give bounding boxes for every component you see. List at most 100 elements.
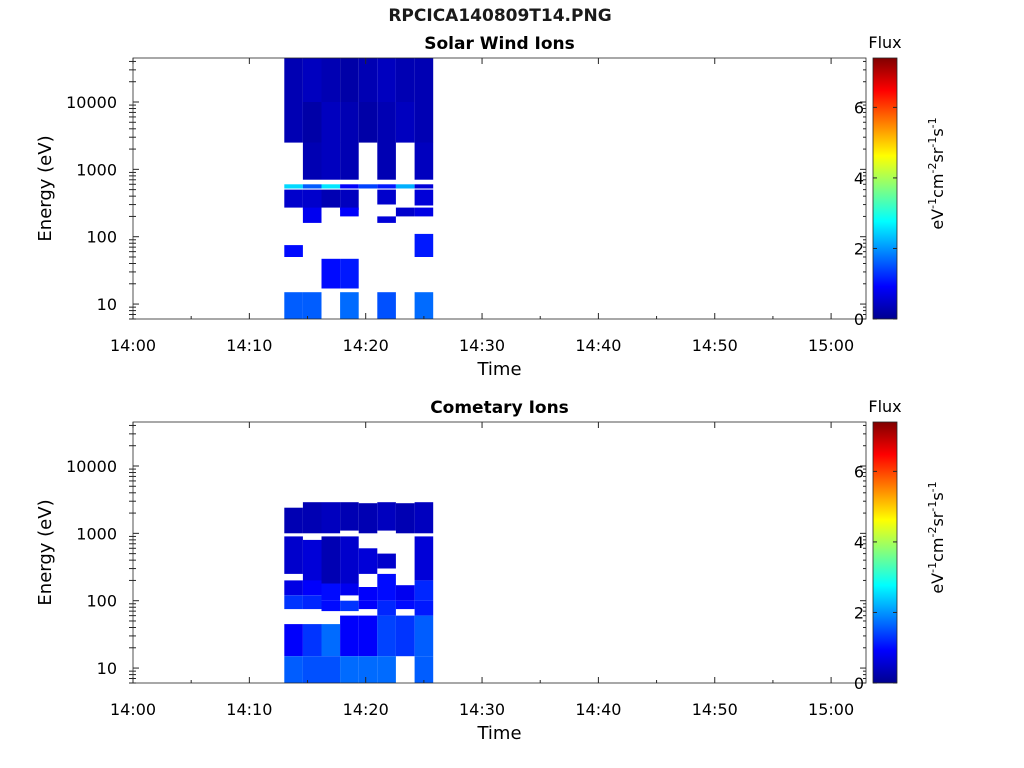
colorbar-units-part: s — [928, 128, 947, 136]
colorbar-tick-label: 4 — [854, 533, 864, 552]
colorbar — [872, 57, 898, 320]
colorbar-units-part: sr — [928, 511, 947, 526]
heatmap-cell — [321, 656, 341, 683]
heatmap-cell — [358, 587, 378, 601]
colorbar-units-part: -1 — [926, 137, 939, 148]
heatmap-cell — [340, 615, 359, 657]
x-tick-label: 14:10 — [226, 700, 272, 719]
colorbar-units-part: -1 — [926, 501, 939, 512]
heatmap-cell — [377, 553, 396, 569]
heatmap-cell — [321, 536, 341, 584]
heatmap-cell — [358, 503, 378, 534]
heatmap-cell — [377, 502, 396, 531]
heatmap-cell — [284, 245, 303, 257]
heatmap-cell — [321, 102, 341, 143]
heatmap-cell — [358, 656, 378, 683]
heatmap-cell — [302, 624, 322, 657]
colorbar — [872, 421, 898, 684]
heatmap-cell — [395, 600, 415, 610]
x-tick-label: 14:40 — [575, 700, 621, 719]
heatmap-cell — [321, 258, 341, 289]
colorbar-units-part: s — [928, 492, 947, 500]
heatmap-cell — [284, 189, 303, 208]
heatmap-cell — [340, 583, 359, 596]
heatmap-cell — [414, 233, 434, 257]
x-tick-label: 15:00 — [808, 700, 854, 719]
panel-cometary-ions: Cometary Ions 14:00 14:10 14:20 14:30 14:40 14… — [35, 397, 947, 744]
heatmap-cell — [340, 258, 359, 289]
heatmap-cell — [414, 102, 434, 143]
plot-frame — [132, 57, 867, 320]
heatmap-cell — [321, 583, 341, 601]
plot-frame — [132, 421, 867, 684]
heatmap-cell — [321, 189, 341, 208]
heatmap-cell — [321, 624, 341, 657]
x-tick-label: 14:10 — [226, 336, 272, 355]
x-axis-label: Time — [476, 359, 521, 380]
x-tick-label: 14:00 — [110, 336, 156, 355]
heatmap-cell — [284, 58, 303, 102]
heatmap-cell — [340, 656, 359, 683]
colorbar-tick-label: 2 — [854, 603, 864, 622]
x-tick-label: 14:00 — [110, 700, 156, 719]
heatmap-cell — [358, 615, 378, 657]
y-tick-label: 10000 — [66, 457, 117, 476]
colorbar-tick-label: 0 — [854, 674, 864, 693]
heatmap-cell — [284, 595, 303, 610]
panel-title: Cometary Ions — [430, 398, 569, 418]
colorbar-label: Flux — [868, 397, 901, 416]
heatmap-cell — [377, 102, 396, 143]
heatmap-cell — [340, 600, 359, 612]
figure-title: RPCICA140809T14.PNG — [388, 6, 612, 26]
heatmap-cell — [284, 102, 303, 143]
heatmap-cell — [302, 102, 322, 143]
colorbar-tick-label: 6 — [854, 462, 864, 481]
heatmap-cell — [414, 292, 434, 319]
heatmap-cell — [377, 615, 396, 657]
heatmap-cell — [414, 656, 434, 683]
heatmap-cell — [377, 189, 396, 205]
heatmap-cell — [284, 292, 303, 319]
heatmap-cell — [284, 624, 303, 657]
heatmap-cell — [302, 580, 322, 596]
heatmap-cell — [302, 189, 322, 210]
heatmap-cell — [414, 600, 434, 616]
x-tick-label: 14:20 — [343, 336, 389, 355]
heatmap-cell — [358, 548, 378, 574]
heatmap-cell — [321, 58, 341, 102]
colorbar-units: eV-1cm-2sr-1s-1 — [926, 117, 947, 229]
heatmap-cell — [377, 656, 396, 683]
x-tick-label: 14:30 — [459, 336, 505, 355]
heatmap-cell — [395, 184, 415, 189]
heatmap-cell — [377, 600, 396, 616]
heatmap-cell — [377, 573, 396, 601]
heatmap-cell — [377, 58, 396, 102]
colorbar-units-part: eV — [928, 573, 947, 594]
heatmap-cell — [414, 184, 434, 189]
colorbar-units-part: -1 — [926, 117, 939, 128]
heatmap-cell — [377, 292, 396, 319]
colorbar-units-part: eV — [928, 209, 947, 230]
heatmap-cell — [414, 58, 434, 102]
x-tick-label: 14:50 — [692, 336, 738, 355]
panel-title: Solar Wind Ions — [424, 34, 575, 54]
heatmap-cell — [340, 502, 359, 531]
colorbar-units-part: -1 — [926, 198, 939, 209]
colorbar-units-part: -1 — [926, 481, 939, 492]
heatmap-cell — [302, 292, 322, 319]
colorbar-tick-label: 4 — [854, 169, 864, 188]
heatmap-cell — [395, 207, 415, 217]
colorbar-tick-label: 2 — [854, 239, 864, 258]
panel-solar-wind-ions: Solar Wind Ions 14:00 14:10 14:20 14:30 14:40… — [35, 33, 947, 380]
heatmap-cell — [340, 102, 359, 143]
colorbar-units-part: -1 — [926, 562, 939, 573]
heatmap-cell — [340, 184, 359, 189]
heatmap-cell — [358, 600, 378, 610]
heatmap-cell — [321, 600, 341, 612]
heatmap-cell — [358, 58, 378, 102]
heatmap-cell — [340, 536, 359, 584]
heatmap-cell — [302, 502, 322, 534]
heatmap-cell — [414, 580, 434, 601]
heatmap-cell — [377, 184, 396, 189]
y-tick-label: 100 — [86, 228, 117, 247]
